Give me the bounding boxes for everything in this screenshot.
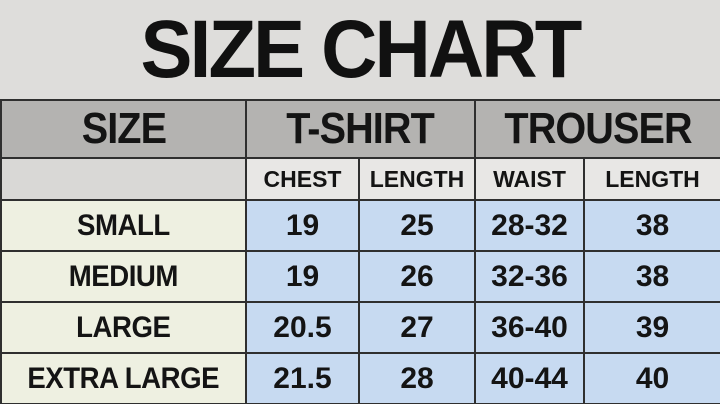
table-row-large: LARGE 20.5 27 36-40 39 xyxy=(0,301,720,354)
size-cell: LARGE xyxy=(0,301,247,354)
size-cell: SMALL xyxy=(0,199,247,252)
trouser-length-cell: 39 xyxy=(583,301,720,354)
size-label: EXTRA LARGE xyxy=(27,361,220,395)
chest-cell: 21.5 xyxy=(245,352,360,404)
waist-cell: 36-40 xyxy=(474,301,586,354)
size-cell: EXTRA LARGE xyxy=(0,352,247,404)
column-header-trouser: TROUSER xyxy=(474,99,720,159)
group-header-row: SIZE T-SHIRT TROUSER xyxy=(0,99,720,159)
subheader-waist: WAIST xyxy=(474,157,586,201)
size-label: MEDIUM xyxy=(68,259,179,293)
column-header-tshirt-label: T-SHIRT xyxy=(286,104,436,153)
trouser-length-cell: 40 xyxy=(583,352,720,404)
waist-cell: 32-36 xyxy=(474,250,586,303)
title-band: SIZE CHART xyxy=(0,0,720,99)
tshirt-length-cell: 28 xyxy=(357,352,477,404)
column-header-trouser-label: TROUSER xyxy=(504,104,692,153)
subheader-empty-cell xyxy=(0,157,247,201)
subheader-tshirt-length: LENGTH xyxy=(357,157,477,201)
column-header-size: SIZE xyxy=(0,99,247,159)
size-table: SIZE T-SHIRT TROUSER CHEST LENGTH WAIST … xyxy=(0,99,720,404)
table-row-small: SMALL 19 25 28-32 38 xyxy=(0,199,720,252)
tshirt-length-cell: 26 xyxy=(357,250,477,303)
page-title: SIZE CHART xyxy=(140,3,583,95)
chest-cell: 19 xyxy=(245,250,360,303)
size-label: SMALL xyxy=(77,208,170,242)
subheader-row: CHEST LENGTH WAIST LENGTH xyxy=(0,157,720,201)
size-cell: MEDIUM xyxy=(0,250,247,303)
subheader-chest: CHEST xyxy=(245,157,360,201)
column-header-tshirt: T-SHIRT xyxy=(244,99,477,159)
chest-cell: 20.5 xyxy=(245,301,360,354)
subheader-trouser-length: LENGTH xyxy=(583,157,720,201)
trouser-length-cell: 38 xyxy=(583,199,720,252)
trouser-length-cell: 38 xyxy=(583,250,720,303)
table-row-extra-large: EXTRA LARGE 21.5 28 40-44 40 xyxy=(0,352,720,404)
waist-cell: 28-32 xyxy=(474,199,586,252)
size-label: LARGE xyxy=(76,310,171,344)
waist-cell: 40-44 xyxy=(474,352,586,404)
column-header-size-label: SIZE xyxy=(81,104,166,153)
chest-cell: 19 xyxy=(245,199,360,252)
tshirt-length-cell: 27 xyxy=(357,301,477,354)
table-row-medium: MEDIUM 19 26 32-36 38 xyxy=(0,250,720,303)
tshirt-length-cell: 25 xyxy=(357,199,477,252)
